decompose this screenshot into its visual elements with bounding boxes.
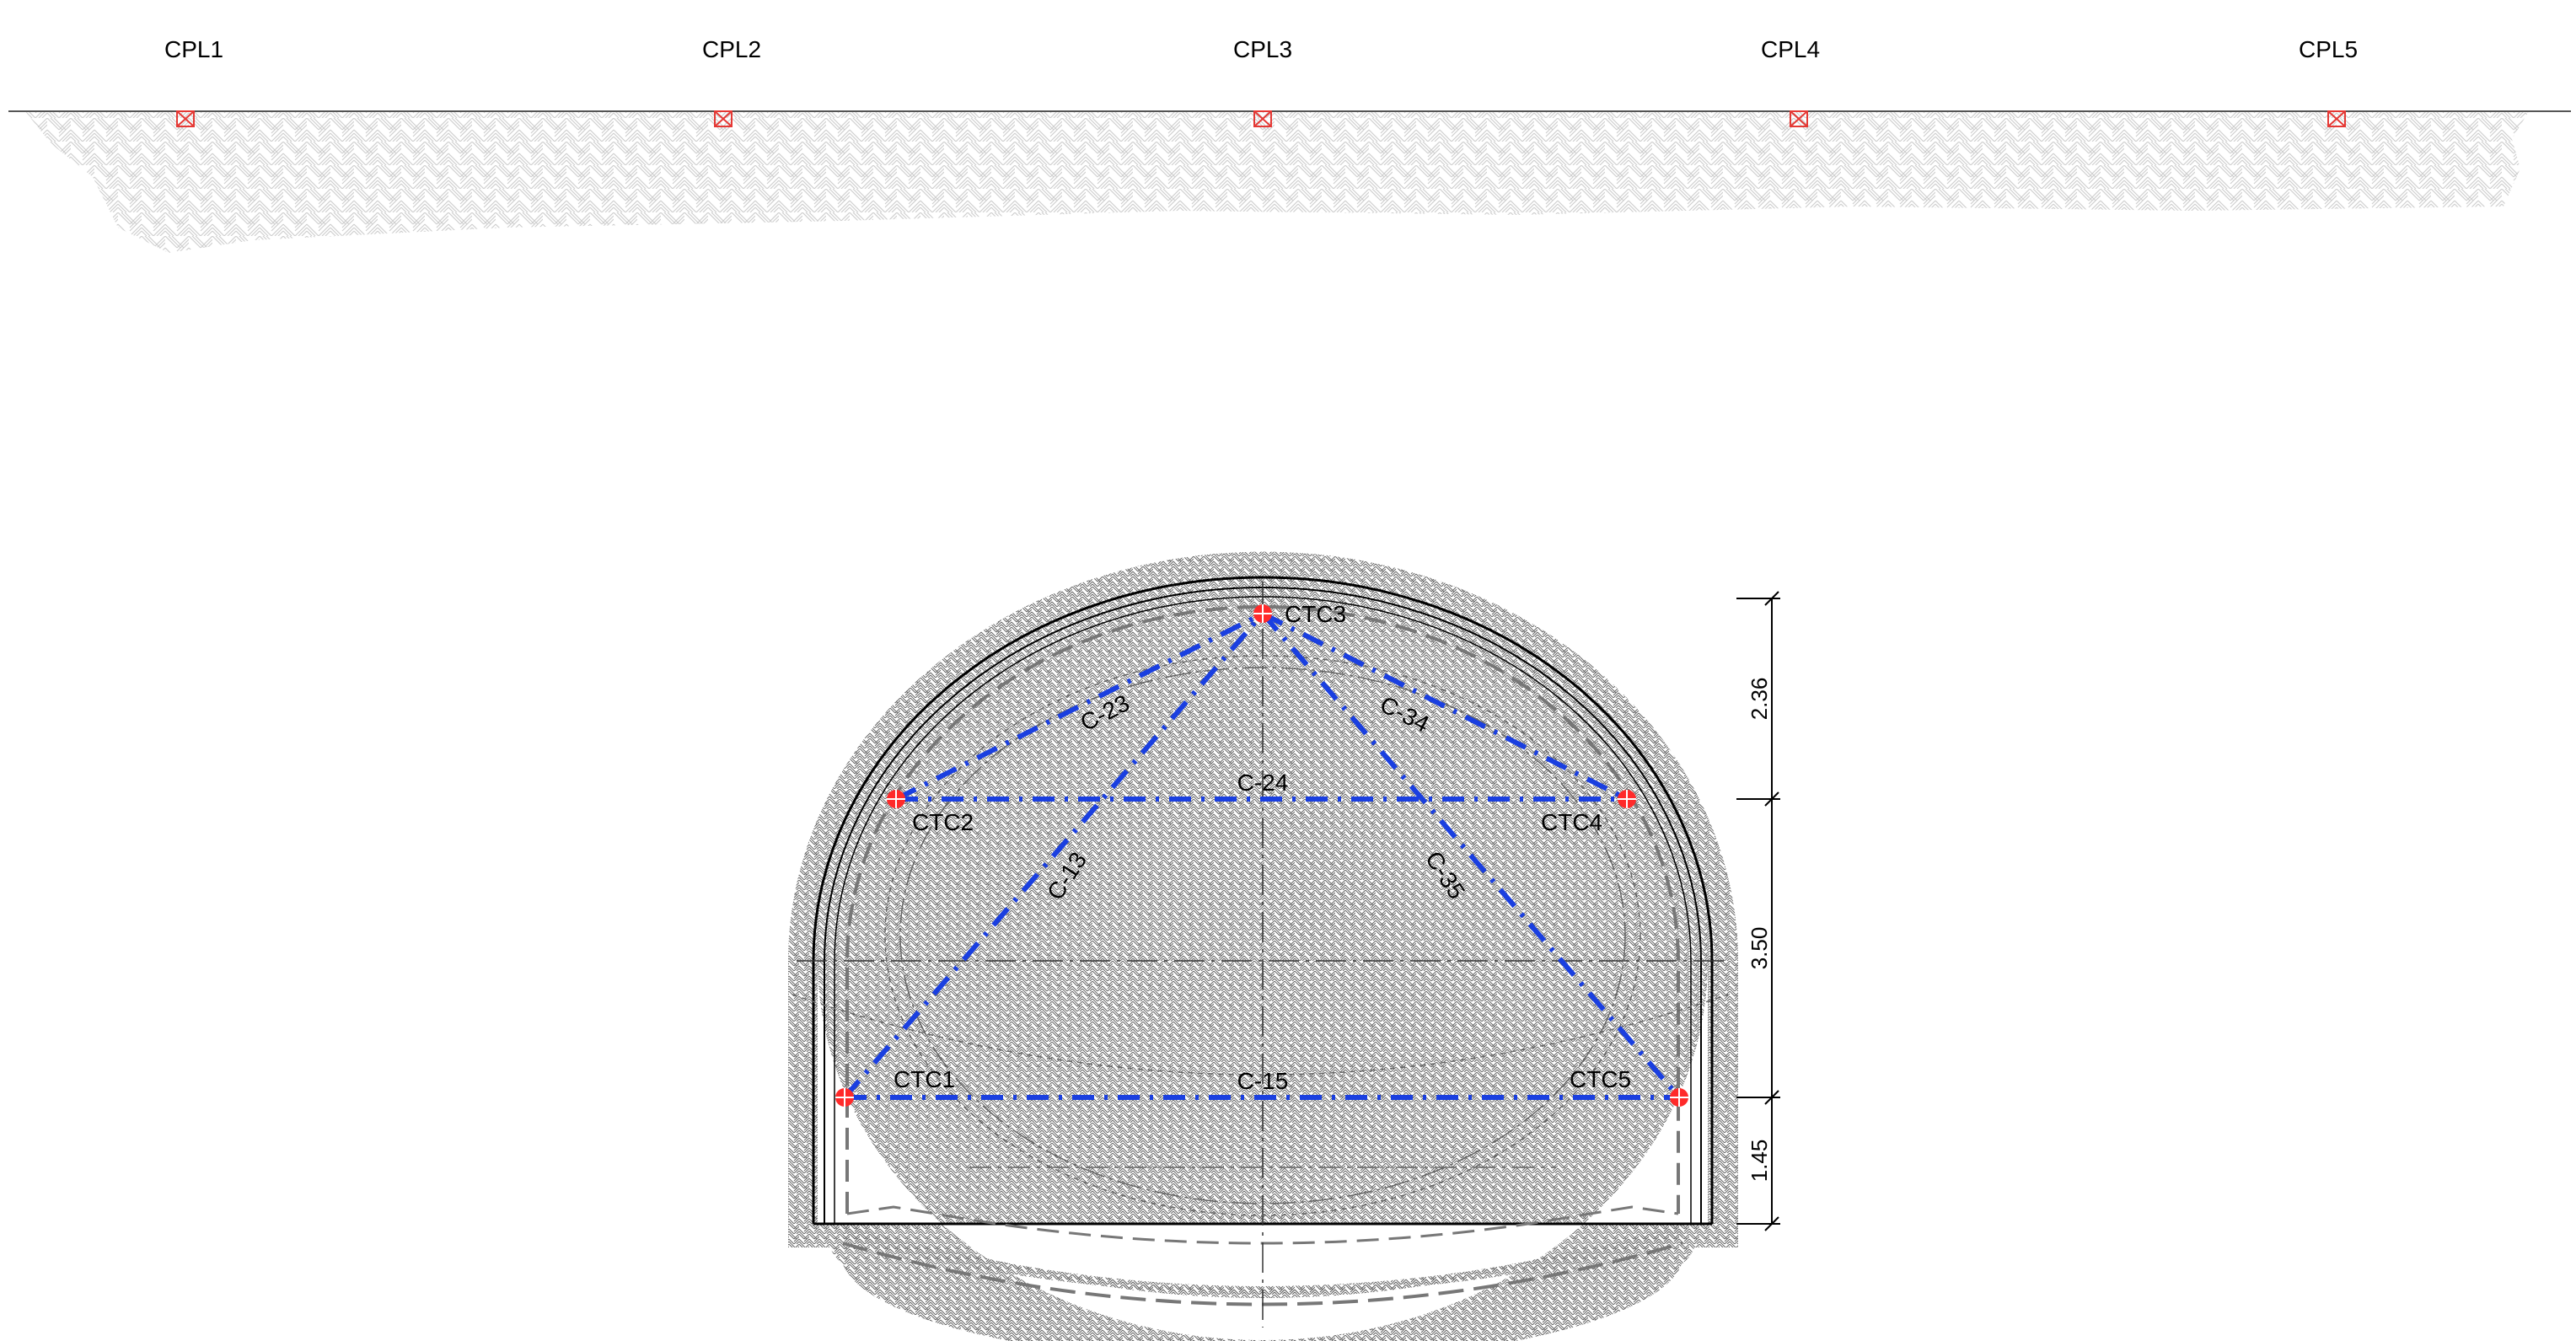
chord-c-35[interactable] [1260,612,1682,1099]
chord-label: C-15 [1237,1068,1289,1094]
target-label: CTC5 [1570,1066,1631,1092]
target-ctc2[interactable]: CTC2 [887,790,974,835]
surface-point-label: CPL3 [1233,36,1292,62]
target-ctc4[interactable]: CTC4 [1541,790,1636,835]
surface-point-label: CPL4 [1761,36,1820,62]
target-label: CTC4 [1541,809,1602,835]
surface-point-cpl1[interactable]: CPL1 [164,36,223,127]
target-ctc1[interactable]: CTC1 [835,1066,955,1107]
surface-point-cpl4[interactable]: CPL4 [1761,36,1820,127]
target-label: CTC3 [1285,601,1346,627]
dimension-labels: 2.36 3.50 1.45 [1747,678,1772,1183]
dimension-chain [1736,591,1780,1231]
target-ctc3[interactable]: CTC3 [1253,601,1346,627]
ground-surface [8,110,2571,253]
surface-point-label: CPL5 [2299,36,2358,62]
surface-point-label: CPL2 [702,36,761,62]
chord-c-34[interactable] [1261,611,1629,802]
surface-marker-icon [1790,110,1808,127]
convergence-chords [842,611,1682,1100]
surface-point-cpl3[interactable]: CPL3 [1233,36,1292,127]
convergence-targets: CTC1 CTC2 CTC3 CTC4 CTC5 [835,601,1688,1107]
target-ctc5[interactable]: CTC5 [1570,1066,1688,1107]
surface-marker-icon [2327,110,2346,127]
target-label: CTC1 [894,1066,955,1092]
target-label: CTC2 [912,809,974,835]
chord-label: C-24 [1237,770,1289,796]
rock-mass [788,551,1738,1341]
surface-point-label: CPL1 [164,36,223,62]
reference-lines [792,582,1729,1328]
surface-point-cpl2[interactable]: CPL2 [702,36,761,127]
chord-c-13[interactable] [842,612,1265,1099]
surface-points: CPL1 CPL2 CPL3 CPL4 CPL5 [164,36,2358,127]
surface-marker-icon [176,110,195,127]
dimension-label: 2.36 [1747,678,1772,721]
surface-marker-icon [714,110,733,127]
surface-point-cpl5[interactable]: CPL5 [2299,36,2358,127]
surface-marker-icon [1253,110,1272,127]
dimension-label: 3.50 [1747,927,1772,970]
dimension-label: 1.45 [1747,1140,1772,1183]
